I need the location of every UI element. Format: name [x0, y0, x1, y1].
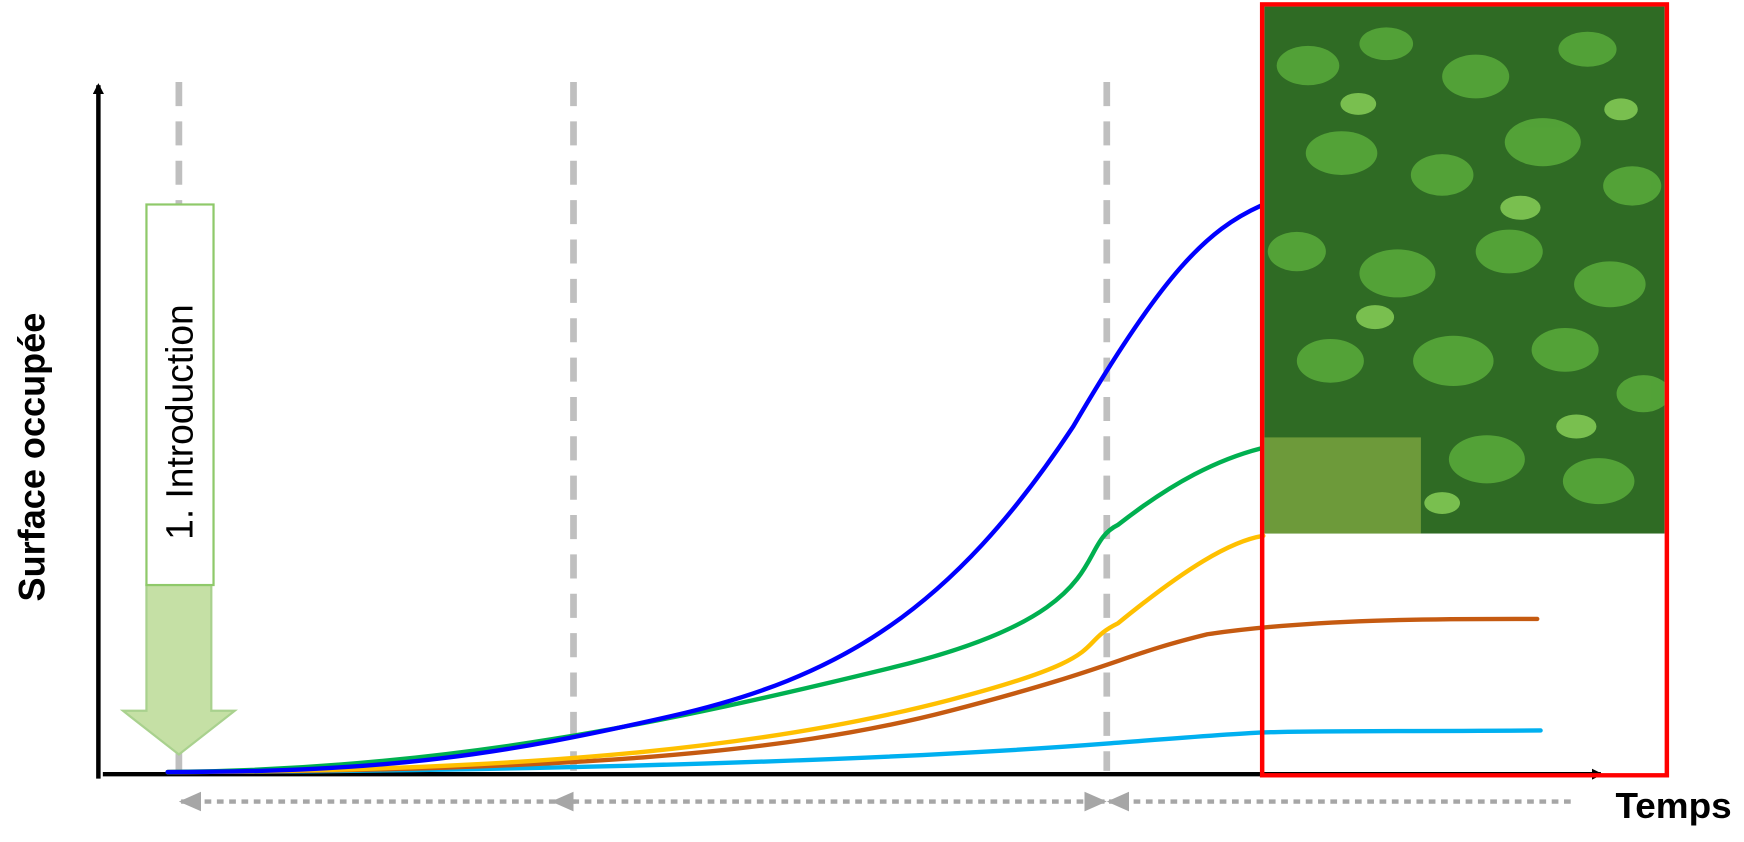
photo — [1264, 6, 1665, 534]
intro-label: 1. Introduction — [158, 304, 200, 540]
curve-green — [165, 446, 1264, 775]
intro-box — [145, 203, 215, 587]
curve-cyan — [165, 728, 1543, 775]
phase-separators — [175, 82, 1111, 771]
curve-yellow — [165, 533, 1266, 775]
y-axis-label: Surface occupée — [11, 313, 52, 602]
curve-blue — [165, 203, 1264, 775]
x-axis-label: Temps — [1615, 785, 1731, 826]
highlight-frame — [1259, 2, 1670, 778]
curves — [165, 203, 1543, 775]
intro-arrow — [119, 583, 238, 756]
curve-orange — [165, 616, 1540, 775]
